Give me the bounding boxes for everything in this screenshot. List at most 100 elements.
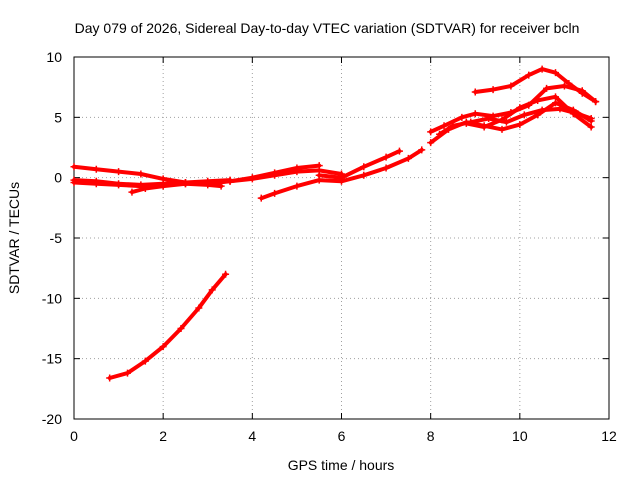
y-tick-label: -15: [42, 351, 62, 367]
data-point: [360, 163, 368, 171]
data-point: [489, 86, 497, 94]
data-point: [338, 174, 345, 182]
y-tick-label: 5: [54, 109, 62, 125]
data-point: [556, 105, 564, 113]
data-point: [525, 71, 533, 79]
x-tick-label: 10: [512, 428, 528, 444]
series-6: [315, 147, 403, 182]
data-point: [141, 357, 149, 365]
data-point: [587, 123, 595, 131]
data-point: [124, 369, 131, 377]
grid-lines: [74, 57, 609, 419]
data-point: [471, 88, 479, 96]
data-point: [427, 128, 435, 136]
data-point: [498, 116, 506, 124]
x-tick-label: 6: [338, 428, 346, 444]
series-12: [462, 93, 595, 131]
data-point: [70, 163, 78, 171]
data-point: [92, 165, 100, 173]
data-point: [458, 113, 466, 121]
data-point: [462, 119, 470, 127]
axis-ticks: [73, 56, 610, 420]
chart-title: Day 079 of 2026, Sidereal Day-to-day VTE…: [75, 20, 580, 36]
data-point: [141, 185, 149, 193]
data-point: [137, 170, 145, 178]
series-7: [106, 270, 230, 382]
series-4: [128, 166, 345, 196]
data-point: [520, 111, 528, 119]
data-point: [248, 175, 256, 183]
x-tick-label: 0: [70, 428, 78, 444]
data-point: [418, 146, 426, 154]
data-point: [471, 110, 479, 118]
data-point: [516, 121, 524, 129]
data-point: [271, 171, 279, 179]
data-point: [159, 182, 167, 190]
data-point: [315, 171, 323, 179]
data-point: [404, 154, 412, 162]
data-point: [159, 343, 167, 351]
y-tick-label: -10: [42, 290, 62, 306]
y-tick-labels: -20 -15 -10 -5 0 5 10: [42, 49, 62, 427]
data-point: [498, 125, 506, 133]
data-point: [485, 115, 493, 123]
data-point: [552, 93, 559, 101]
data-point: [92, 180, 100, 188]
data-point: [128, 188, 136, 196]
data-point: [565, 80, 573, 88]
data-point: [382, 153, 390, 161]
data-point: [516, 104, 524, 112]
data-point: [552, 69, 559, 77]
data-point: [115, 168, 123, 176]
x-tick-labels: 0 2 4 6 8 10 12: [70, 428, 617, 444]
data-point: [427, 139, 435, 147]
data-point: [395, 147, 403, 155]
data-point: [181, 180, 189, 188]
data-point: [569, 110, 577, 118]
data-point: [360, 171, 368, 179]
data-point: [587, 115, 595, 123]
y-tick-label: 10: [46, 49, 62, 65]
data-point: [507, 82, 515, 90]
data-point: [578, 89, 586, 97]
data-point: [271, 189, 279, 197]
y-tick-label: -20: [42, 411, 62, 427]
data-point: [106, 374, 114, 382]
data-point: [293, 182, 301, 190]
y-tick-label: -5: [50, 230, 63, 246]
x-axis-label: GPS time / hours: [288, 457, 395, 473]
data-point: [293, 168, 301, 176]
data-layer: [70, 65, 600, 382]
data-point: [177, 325, 185, 332]
x-tick-label: 8: [427, 428, 435, 444]
data-point: [534, 96, 542, 104]
series-line: [107, 272, 228, 380]
data-point: [560, 82, 568, 90]
x-tick-label: 12: [601, 428, 617, 444]
data-point: [195, 304, 203, 312]
x-tick-label: 2: [159, 428, 167, 444]
data-point: [538, 65, 546, 73]
data-point: [257, 194, 265, 202]
y-tick-label: 0: [54, 170, 62, 186]
data-point: [538, 106, 546, 114]
data-point: [226, 177, 234, 185]
data-point: [204, 178, 212, 186]
data-point: [449, 122, 457, 130]
data-point: [70, 178, 78, 186]
data-point: [440, 122, 448, 130]
data-point: [382, 164, 390, 172]
series-line: [464, 94, 594, 129]
series-11: [471, 65, 600, 106]
data-point: [502, 118, 510, 126]
data-point: [222, 270, 230, 278]
data-point: [436, 130, 444, 138]
series-5: [257, 146, 426, 202]
data-point: [552, 99, 559, 107]
x-tick-label: 4: [248, 428, 256, 444]
data-point: [480, 123, 488, 131]
data-point: [208, 286, 216, 294]
y-axis-label: SDTVAR / TECUs: [6, 182, 22, 294]
data-point: [543, 84, 551, 92]
